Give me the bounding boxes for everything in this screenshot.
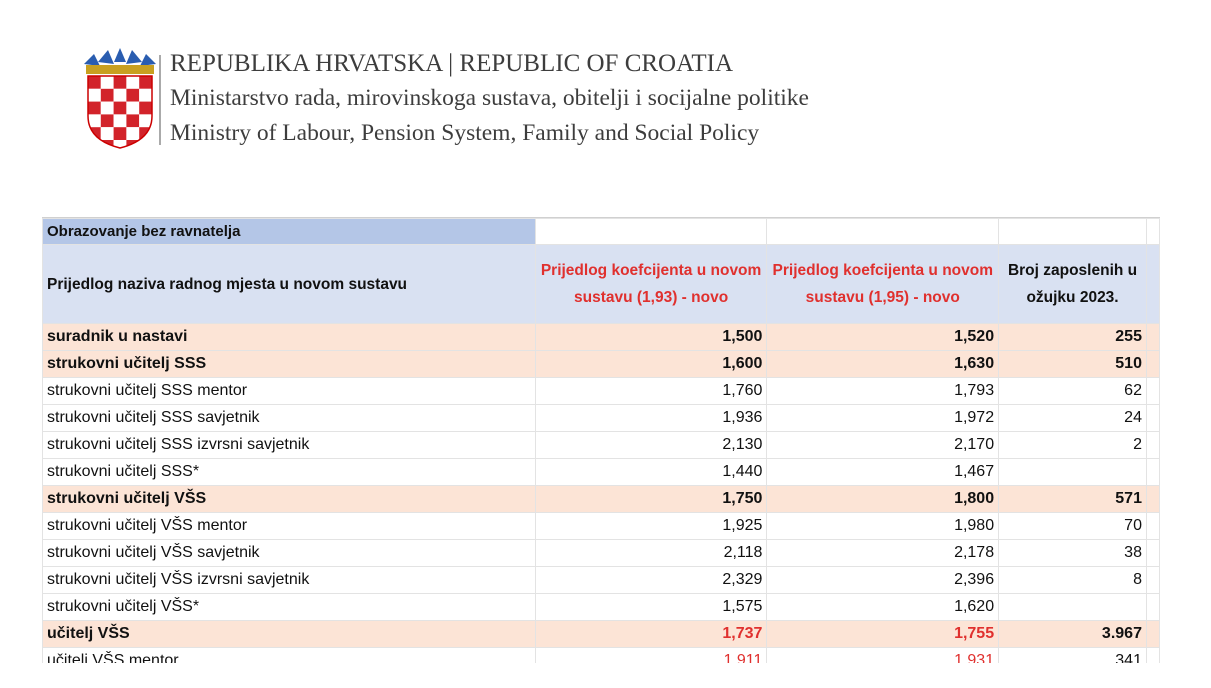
cell: strukovni učitelj VŠS xyxy=(42,485,536,513)
cell: 1,575 xyxy=(534,593,768,621)
cell: 1,755 xyxy=(766,620,1000,648)
column-header: Prijedlog koefcijenta u novom sustavu (1… xyxy=(534,244,768,324)
cell: strukovni učitelj VŠS* xyxy=(42,593,536,621)
cell: 1,440 xyxy=(534,458,768,486)
cell: 3.967 xyxy=(998,620,1147,648)
cell: 341 xyxy=(998,647,1147,663)
cell: 38 xyxy=(998,539,1147,567)
cell xyxy=(1145,458,1160,486)
coat-of-arms xyxy=(84,48,161,149)
header-row: Prijedlog naziva radnog mjesta u novom s… xyxy=(42,244,1160,324)
table-row: učitelj VŠS 1,737 1,755 3.967 xyxy=(42,620,1160,648)
table-row: strukovni učitelj SSS* 1,440 1,467 xyxy=(42,458,1160,486)
header-title: REPUBLIKA HRVATSKA | REPUBLIC OF CROATIA xyxy=(170,50,734,77)
cell xyxy=(1145,404,1160,432)
cell xyxy=(1145,593,1160,621)
cell: 1,620 xyxy=(766,593,1000,621)
cell xyxy=(1145,647,1160,663)
table-row: strukovni učitelj VŠS* 1,575 1,620 xyxy=(42,593,1160,621)
cell: učitelj VŠS xyxy=(42,620,536,648)
table-row: strukovni učitelj VŠS savjetnik 2,118 2,17… xyxy=(42,539,1160,567)
table-row: strukovni učitelj VŠS izvrsni savjetnik 2… xyxy=(42,566,1160,594)
cell: strukovni učitelj VŠS mentor xyxy=(42,512,536,540)
cell: 8 xyxy=(998,566,1147,594)
cell: 1,972 xyxy=(766,404,1000,432)
cell: strukovni učitelj SSS mentor xyxy=(42,377,536,405)
cell: 1,936 xyxy=(534,404,768,432)
cell: 1,760 xyxy=(534,377,768,405)
ministry-header: REPUBLIKA HRVATSKA | REPUBLIC OF CROATIA… xyxy=(170,46,809,151)
cell: 1,793 xyxy=(766,377,1000,405)
column-header: Broj zaposlenih u ožujku 2023. xyxy=(998,244,1147,324)
cell: 1,500 xyxy=(534,323,768,351)
cell xyxy=(1145,377,1160,405)
cell: 1,750 xyxy=(534,485,768,513)
table: Obrazovanje bez ravnatelja Prijedlog naz… xyxy=(42,218,1160,663)
table-row: strukovni učitelj VŠS mentor 1,925 1,980 70 xyxy=(42,512,1160,540)
cell xyxy=(1145,244,1160,324)
cell: 2,329 xyxy=(534,566,768,594)
cell: strukovni učitelj SSS* xyxy=(42,458,536,486)
cell: 1,467 xyxy=(766,458,1000,486)
cell: 24 xyxy=(998,404,1147,432)
cell xyxy=(998,593,1147,621)
cell: strukovni učitelj SSS izvrsni savjetnik xyxy=(42,431,536,459)
table-row: suradnik u nastavi 1,500 1,520 255 xyxy=(42,323,1160,351)
cell: 1,630 xyxy=(766,350,1000,378)
table-row: strukovni učitelj SSS 1,600 1,630 510 xyxy=(42,350,1160,378)
cell xyxy=(1145,566,1160,594)
cell: strukovni učitelj VŠS izvrsni savjetnik xyxy=(42,566,536,594)
cell: 2 xyxy=(998,431,1147,459)
cell xyxy=(1145,539,1160,567)
cell: 1,931 xyxy=(766,647,1000,663)
cell: 62 xyxy=(998,377,1147,405)
table-row: strukovni učitelj SSS savjetnik 1,936 1,97… xyxy=(42,404,1160,432)
cell: strukovni učitelj SSS xyxy=(42,350,536,378)
cell: 1,925 xyxy=(534,512,768,540)
section-title: Obrazovanje bez ravnatelja xyxy=(42,218,536,245)
cell: 1,980 xyxy=(766,512,1000,540)
cell xyxy=(1145,431,1160,459)
cell: učitelj VŠS mentor xyxy=(42,647,536,663)
cell xyxy=(1145,350,1160,378)
cell: 1,520 xyxy=(766,323,1000,351)
cell: 255 xyxy=(998,323,1147,351)
column-header: Prijedlog naziva radnog mjesta u novom s… xyxy=(42,244,536,324)
cell: 2,178 xyxy=(766,539,1000,567)
table-row: učitelj VŠS mentor 1,911 1,931 341 xyxy=(42,647,1160,663)
cell: 1,911 xyxy=(534,647,768,663)
section-row: Obrazovanje bez ravnatelja xyxy=(42,218,1160,245)
cell: 1,737 xyxy=(534,620,768,648)
cell xyxy=(1145,323,1160,351)
cell xyxy=(998,458,1147,486)
cell: suradnik u nastavi xyxy=(42,323,536,351)
cell: 2,170 xyxy=(766,431,1000,459)
table-wrap: Obrazovanje bez ravnatelja Prijedlog naz… xyxy=(42,217,1160,663)
cell xyxy=(1145,485,1160,513)
cell: 571 xyxy=(998,485,1147,513)
cell: 1,600 xyxy=(534,350,768,378)
table-row: strukovni učitelj SSS izvrsni savjetnik 2… xyxy=(42,431,1160,459)
table-row: strukovni učitelj SSS mentor 1,760 1,793 62 xyxy=(42,377,1160,405)
cell xyxy=(1145,620,1160,648)
column-header: Prijedlog koefcijenta u novom sustavu (1… xyxy=(766,244,1000,324)
header-line: Ministarstvo rada, mirovinskoga sustava,… xyxy=(170,85,809,111)
table-row: strukovni učitelj VŠS 1,750 1,800 571 xyxy=(42,485,1160,513)
cell xyxy=(1145,512,1160,540)
cell: 1,800 xyxy=(766,485,1000,513)
cell: 2,130 xyxy=(534,431,768,459)
cell: strukovni učitelj VŠS savjetnik xyxy=(42,539,536,567)
cell: 510 xyxy=(998,350,1147,378)
cell: 2,118 xyxy=(534,539,768,567)
header-line: Ministry of Labour, Pension System, Fami… xyxy=(170,120,760,146)
cell: 2,396 xyxy=(766,566,1000,594)
cell: 70 xyxy=(998,512,1147,540)
cell: strukovni učitelj SSS savjetnik xyxy=(42,404,536,432)
